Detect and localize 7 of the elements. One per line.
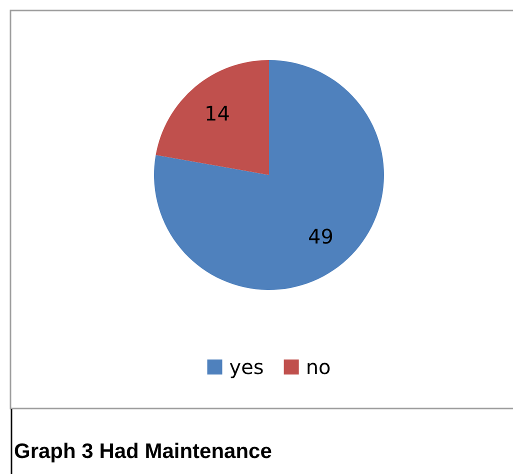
data-label: 49	[308, 224, 334, 249]
legend-label: no	[306, 355, 331, 379]
pie-slice	[156, 60, 269, 175]
data-label: 14	[204, 101, 230, 126]
legend-label: yes	[229, 355, 264, 379]
pie-slice	[154, 60, 384, 290]
text: Graph 3 Had Maintenance	[14, 440, 272, 463]
